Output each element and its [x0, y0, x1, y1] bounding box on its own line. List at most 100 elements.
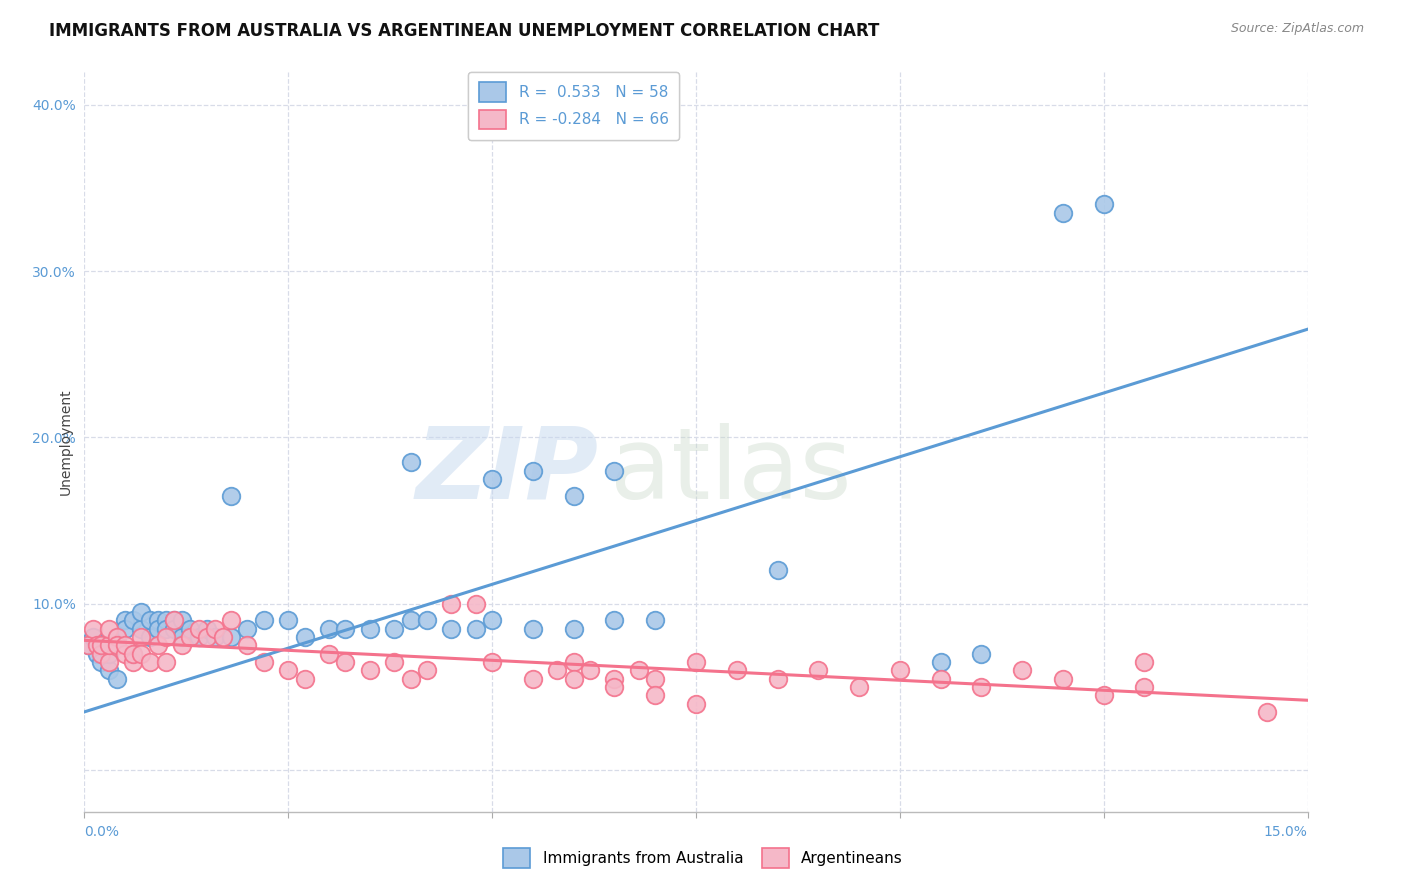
- Point: [481, 472, 503, 486]
- Point: [685, 655, 707, 669]
- Point: [105, 672, 128, 686]
- Point: [172, 614, 194, 628]
- Point: [86, 647, 108, 661]
- Point: [1133, 680, 1156, 694]
- Point: [522, 672, 544, 686]
- Point: [187, 622, 209, 636]
- Point: [644, 688, 666, 702]
- Point: [86, 638, 108, 652]
- Point: [807, 663, 830, 677]
- Text: atlas: atlas: [610, 423, 852, 520]
- Point: [970, 647, 993, 661]
- Point: [335, 622, 357, 636]
- Point: [464, 597, 486, 611]
- Point: [522, 464, 544, 478]
- Point: [627, 663, 650, 677]
- Point: [122, 655, 145, 669]
- Point: [1256, 705, 1278, 719]
- Point: [122, 647, 145, 661]
- Point: [90, 647, 112, 661]
- Text: 0.0%: 0.0%: [84, 825, 120, 839]
- Point: [138, 655, 160, 669]
- Point: [562, 489, 585, 503]
- Text: ZIP: ZIP: [415, 423, 598, 520]
- Point: [382, 622, 405, 636]
- Point: [562, 655, 585, 669]
- Point: [1052, 672, 1074, 686]
- Point: [122, 614, 145, 628]
- Point: [294, 672, 316, 686]
- Point: [399, 614, 422, 628]
- Point: [138, 630, 160, 644]
- Point: [82, 622, 104, 636]
- Point: [277, 614, 299, 628]
- Legend: Immigrants from Australia, Argentineans: Immigrants from Australia, Argentineans: [495, 840, 911, 875]
- Point: [105, 630, 128, 644]
- Point: [195, 622, 218, 636]
- Point: [848, 680, 870, 694]
- Point: [416, 663, 439, 677]
- Point: [97, 647, 120, 661]
- Point: [163, 622, 186, 636]
- Point: [562, 672, 585, 686]
- Point: [603, 464, 626, 478]
- Point: [187, 630, 209, 644]
- Point: [131, 622, 153, 636]
- Point: [1011, 663, 1033, 677]
- Point: [179, 630, 201, 644]
- Point: [204, 622, 226, 636]
- Point: [114, 647, 136, 661]
- Point: [644, 672, 666, 686]
- Point: [155, 630, 177, 644]
- Point: [685, 697, 707, 711]
- Point: [416, 614, 439, 628]
- Y-axis label: Unemployment: Unemployment: [59, 388, 73, 495]
- Point: [155, 614, 177, 628]
- Point: [1092, 197, 1115, 211]
- Point: [889, 663, 911, 677]
- Point: [481, 655, 503, 669]
- Point: [163, 614, 186, 628]
- Point: [562, 622, 585, 636]
- Point: [90, 655, 112, 669]
- Point: [725, 663, 748, 677]
- Point: [399, 455, 422, 469]
- Point: [766, 564, 789, 578]
- Point: [146, 614, 169, 628]
- Point: [105, 630, 128, 644]
- Point: [163, 614, 186, 628]
- Point: [970, 680, 993, 694]
- Point: [335, 655, 357, 669]
- Text: 15.0%: 15.0%: [1264, 825, 1308, 839]
- Text: Source: ZipAtlas.com: Source: ZipAtlas.com: [1230, 22, 1364, 36]
- Point: [318, 622, 340, 636]
- Point: [82, 630, 104, 644]
- Point: [1092, 688, 1115, 702]
- Legend: R =  0.533   N = 58, R = -0.284   N = 66: R = 0.533 N = 58, R = -0.284 N = 66: [468, 71, 679, 140]
- Point: [155, 622, 177, 636]
- Point: [179, 622, 201, 636]
- Point: [253, 614, 276, 628]
- Point: [155, 655, 177, 669]
- Point: [382, 655, 405, 669]
- Point: [114, 614, 136, 628]
- Point: [644, 614, 666, 628]
- Text: IMMIGRANTS FROM AUSTRALIA VS ARGENTINEAN UNEMPLOYMENT CORRELATION CHART: IMMIGRANTS FROM AUSTRALIA VS ARGENTINEAN…: [49, 22, 880, 40]
- Point: [105, 638, 128, 652]
- Point: [603, 614, 626, 628]
- Point: [253, 655, 276, 669]
- Point: [603, 672, 626, 686]
- Point: [90, 638, 112, 652]
- Point: [522, 622, 544, 636]
- Point: [172, 630, 194, 644]
- Point: [294, 630, 316, 644]
- Point: [97, 638, 120, 652]
- Point: [766, 672, 789, 686]
- Point: [579, 663, 602, 677]
- Point: [138, 614, 160, 628]
- Point: [77, 638, 100, 652]
- Point: [1133, 655, 1156, 669]
- Point: [481, 614, 503, 628]
- Point: [603, 680, 626, 694]
- Point: [277, 663, 299, 677]
